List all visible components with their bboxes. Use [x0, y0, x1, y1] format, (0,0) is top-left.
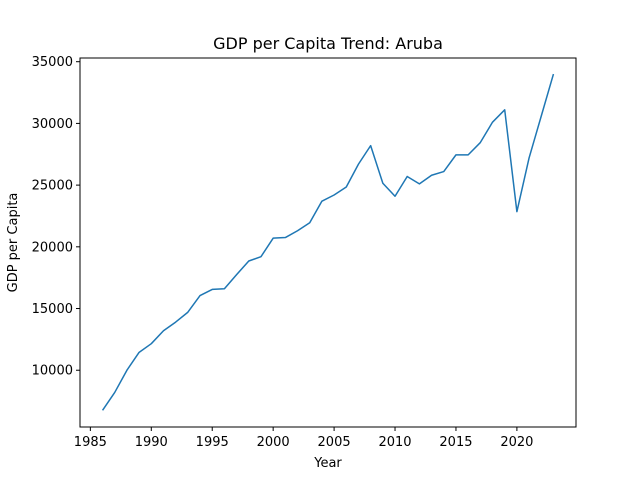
- y-tick-label: 30000: [32, 117, 73, 132]
- chart-title: GDP per Capita Trend: Aruba: [213, 34, 443, 53]
- y-tick-label: 15000: [32, 302, 73, 317]
- x-tick-label: 1985: [74, 435, 107, 450]
- y-tick-label: 10000: [32, 364, 73, 379]
- x-tick-label: 1990: [135, 435, 168, 450]
- x-tick-label: 2020: [500, 435, 533, 450]
- x-tick-label: 2000: [257, 435, 290, 450]
- x-tick-label: 2005: [318, 435, 351, 450]
- series-line-0: [101, 73, 555, 411]
- x-axis: 1985 1990 1995 2000 2005 2010 2015 2020: [74, 427, 533, 450]
- x-tick-label: 2015: [439, 435, 472, 450]
- x-tick-label: 2010: [378, 435, 411, 450]
- y-tick-label: 35000: [32, 55, 73, 70]
- x-axis-label: Year: [313, 456, 342, 471]
- y-axis-label: GDP per Capita: [6, 193, 21, 293]
- y-axis: 10000 15000 20000 25000 30000 35000: [32, 55, 80, 379]
- y-tick-label: 25000: [32, 179, 73, 194]
- x-tick-label: 1995: [196, 435, 229, 450]
- y-tick-label: 20000: [32, 240, 73, 255]
- plot-area: [101, 73, 555, 411]
- plot-frame: [79, 57, 577, 428]
